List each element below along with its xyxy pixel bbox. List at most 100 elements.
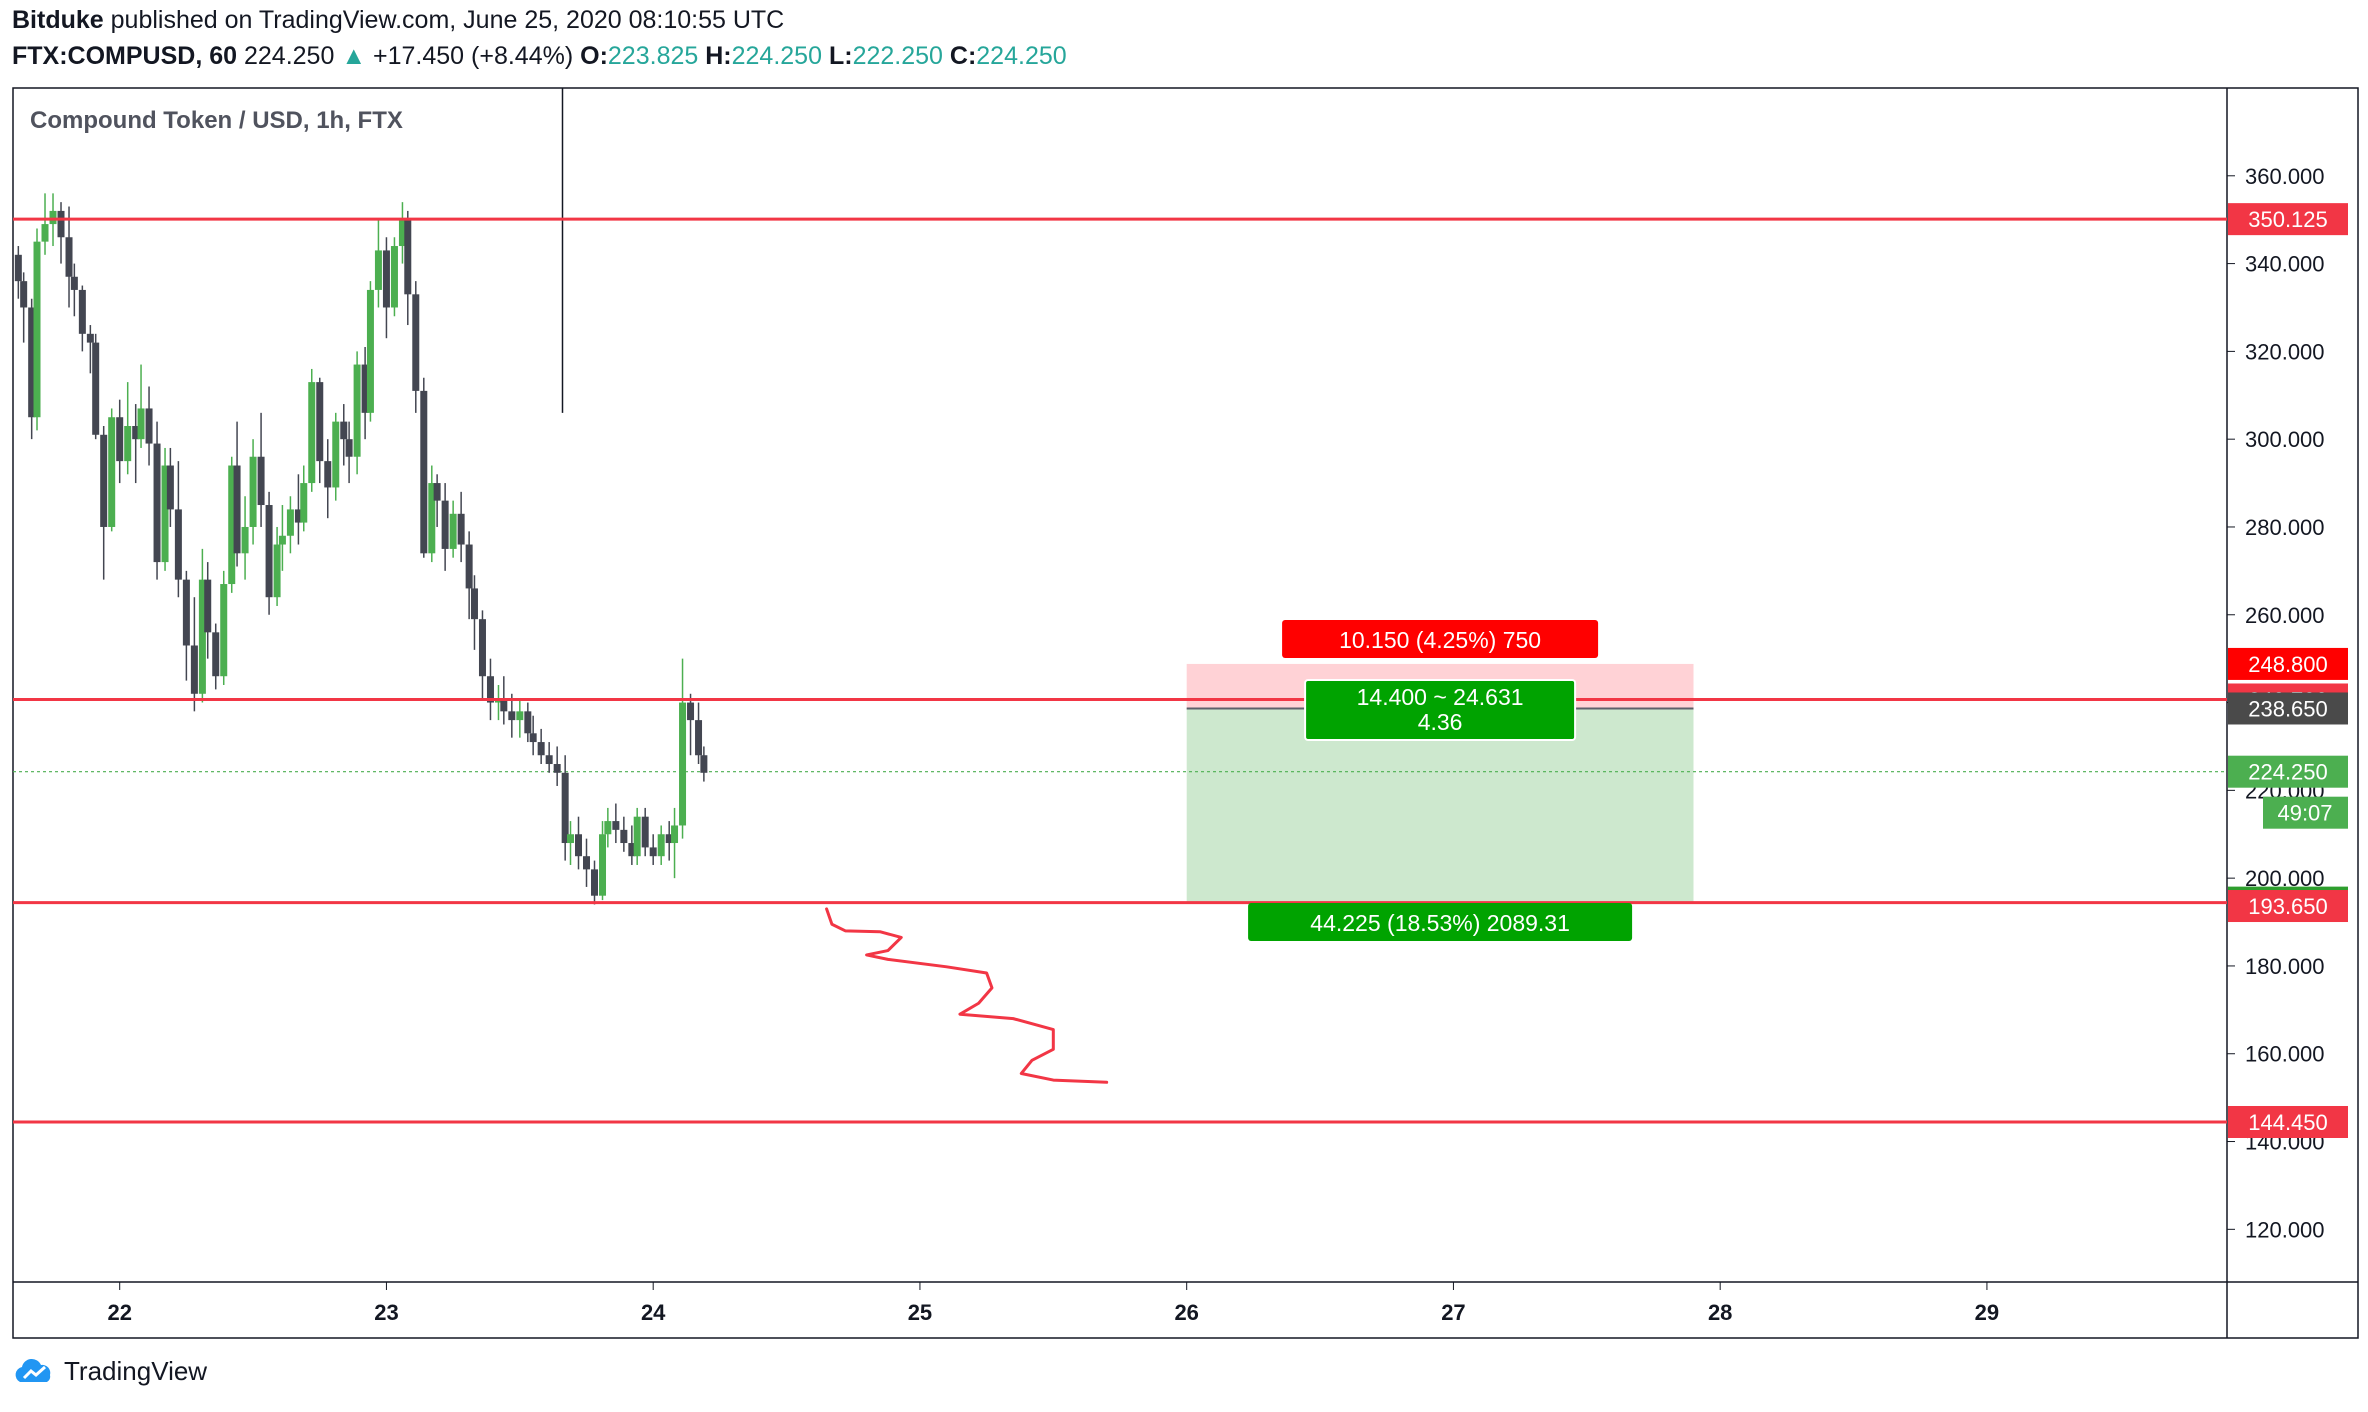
y-tick-label: 340.000	[2245, 252, 2325, 277]
y-tick-label: 360.000	[2245, 164, 2325, 189]
candle-bearish	[412, 294, 420, 391]
candle-bullish	[198, 579, 206, 694]
candle-bullish	[220, 584, 228, 677]
high-label: H:	[705, 42, 732, 70]
candle-bullish	[41, 224, 49, 242]
candle-bearish	[620, 829, 628, 844]
candle-bearish	[575, 834, 583, 857]
countdown-label: 49:07	[2277, 801, 2332, 826]
candle-bullish	[108, 417, 116, 527]
candle-bearish	[628, 843, 636, 857]
tradingview-brand: TradingView	[64, 1356, 208, 1386]
up-arrow-icon: ▲	[341, 42, 367, 70]
candle-bearish	[78, 289, 86, 334]
candle-bearish	[86, 333, 94, 343]
candle-bullish	[49, 210, 57, 225]
candle-bullish	[428, 483, 436, 554]
candle-bearish	[529, 733, 537, 743]
candle-bearish	[190, 645, 198, 694]
y-tick-label: 180.000	[2245, 954, 2325, 979]
x-tick-label: 25	[908, 1300, 932, 1325]
symbol: FTX:COMPUSD, 60	[12, 42, 238, 70]
center-label-2: 4.36	[1418, 709, 1463, 735]
candle-bearish	[583, 856, 591, 870]
stop-label-bg	[1282, 620, 1599, 658]
level-price-badge: 144.450	[2248, 1110, 2328, 1135]
y-tick-label: 280.000	[2245, 515, 2325, 540]
level-price-badge-bg	[2228, 1105, 2348, 1138]
candle-bearish	[100, 434, 108, 527]
candle-bearish	[265, 505, 273, 598]
x-tick-label: 28	[1708, 1300, 1732, 1325]
axis-price-badge-bg	[2228, 755, 2348, 788]
price-change: +17.450 (+8.44%)	[373, 42, 574, 70]
close-value: 224.250	[976, 42, 1067, 70]
candle-bullish	[161, 465, 169, 563]
candle-bearish	[545, 755, 553, 765]
candle-bearish	[233, 465, 241, 554]
candle-bearish	[700, 755, 708, 773]
axis-price-badge: 248.800	[2248, 652, 2328, 677]
axis-price-badge-bg	[2228, 890, 2348, 923]
candle-bullish	[228, 465, 236, 585]
candle-bullish	[278, 535, 286, 545]
candle-bullish	[516, 711, 524, 721]
candle-bearish	[687, 702, 695, 721]
candle-bearish	[470, 588, 478, 620]
candle-bearish	[665, 834, 673, 844]
candle-bearish	[212, 632, 220, 677]
candle-bullish	[366, 289, 374, 413]
stop-label: 10.150 (4.25%) 750	[1339, 627, 1541, 653]
candle-bearish	[116, 417, 124, 462]
close-label: C:	[949, 42, 977, 70]
axis-price-badge-bg	[2228, 692, 2348, 725]
axis-price-badge: 224.250	[2248, 760, 2328, 785]
candle-bullish	[599, 834, 607, 896]
candle-bearish	[524, 711, 532, 734]
axis-price-badge-bg	[2228, 647, 2348, 680]
candle-bearish	[553, 764, 561, 773]
candle-bearish	[441, 500, 449, 549]
candle-bearish	[433, 483, 441, 501]
candle-bearish	[420, 390, 428, 554]
tradingview-footer[interactable]: TradingView	[14, 1356, 207, 1387]
y-tick-label: 320.000	[2245, 339, 2325, 364]
candle-bearish	[57, 210, 65, 238]
candle-bullish	[33, 241, 41, 418]
candle-bearish	[257, 456, 265, 506]
axis-price-badge: 193.650	[2248, 894, 2328, 919]
x-tick-label: 22	[107, 1300, 131, 1325]
axis-price-badge: 238.650	[2248, 696, 2328, 721]
candle-bullish	[124, 426, 132, 462]
projection-path	[825, 907, 1109, 1084]
candle-bearish	[345, 439, 353, 457]
candle-bullish	[286, 509, 294, 536]
candle-bearish	[65, 237, 73, 277]
candle-bearish	[457, 513, 465, 545]
candle-bullish	[604, 821, 612, 835]
candle-bearish	[92, 342, 100, 435]
publish-line: Bitduke published on TradingView.com, Ju…	[12, 6, 784, 35]
candle-bearish	[324, 461, 332, 488]
target-label: 44.225 (18.53%) 2089.31	[1310, 910, 1570, 936]
x-tick-label: 27	[1441, 1300, 1465, 1325]
candle-bearish	[28, 307, 36, 418]
candle-bullish	[332, 421, 340, 488]
candle-bullish	[657, 834, 665, 857]
candle-bearish	[20, 281, 28, 308]
candle-bullish	[353, 364, 361, 457]
countdown-bg	[2263, 796, 2348, 829]
low-label: L:	[828, 42, 853, 70]
candle-bearish	[340, 421, 348, 440]
candle-bearish	[561, 772, 569, 844]
candle-bullish	[449, 513, 457, 549]
candle-bearish	[145, 408, 153, 444]
candle-bearish	[486, 676, 494, 703]
publisher-name[interactable]: Bitduke	[12, 6, 104, 34]
candle-bullish	[671, 825, 679, 844]
candle-bullish	[390, 246, 398, 308]
candle-bearish	[695, 720, 703, 756]
symbol-line: FTX:COMPUSD, 60 224.250 ▲ +17.450 (+8.44…	[12, 42, 1067, 71]
candle-bullish	[300, 483, 308, 523]
